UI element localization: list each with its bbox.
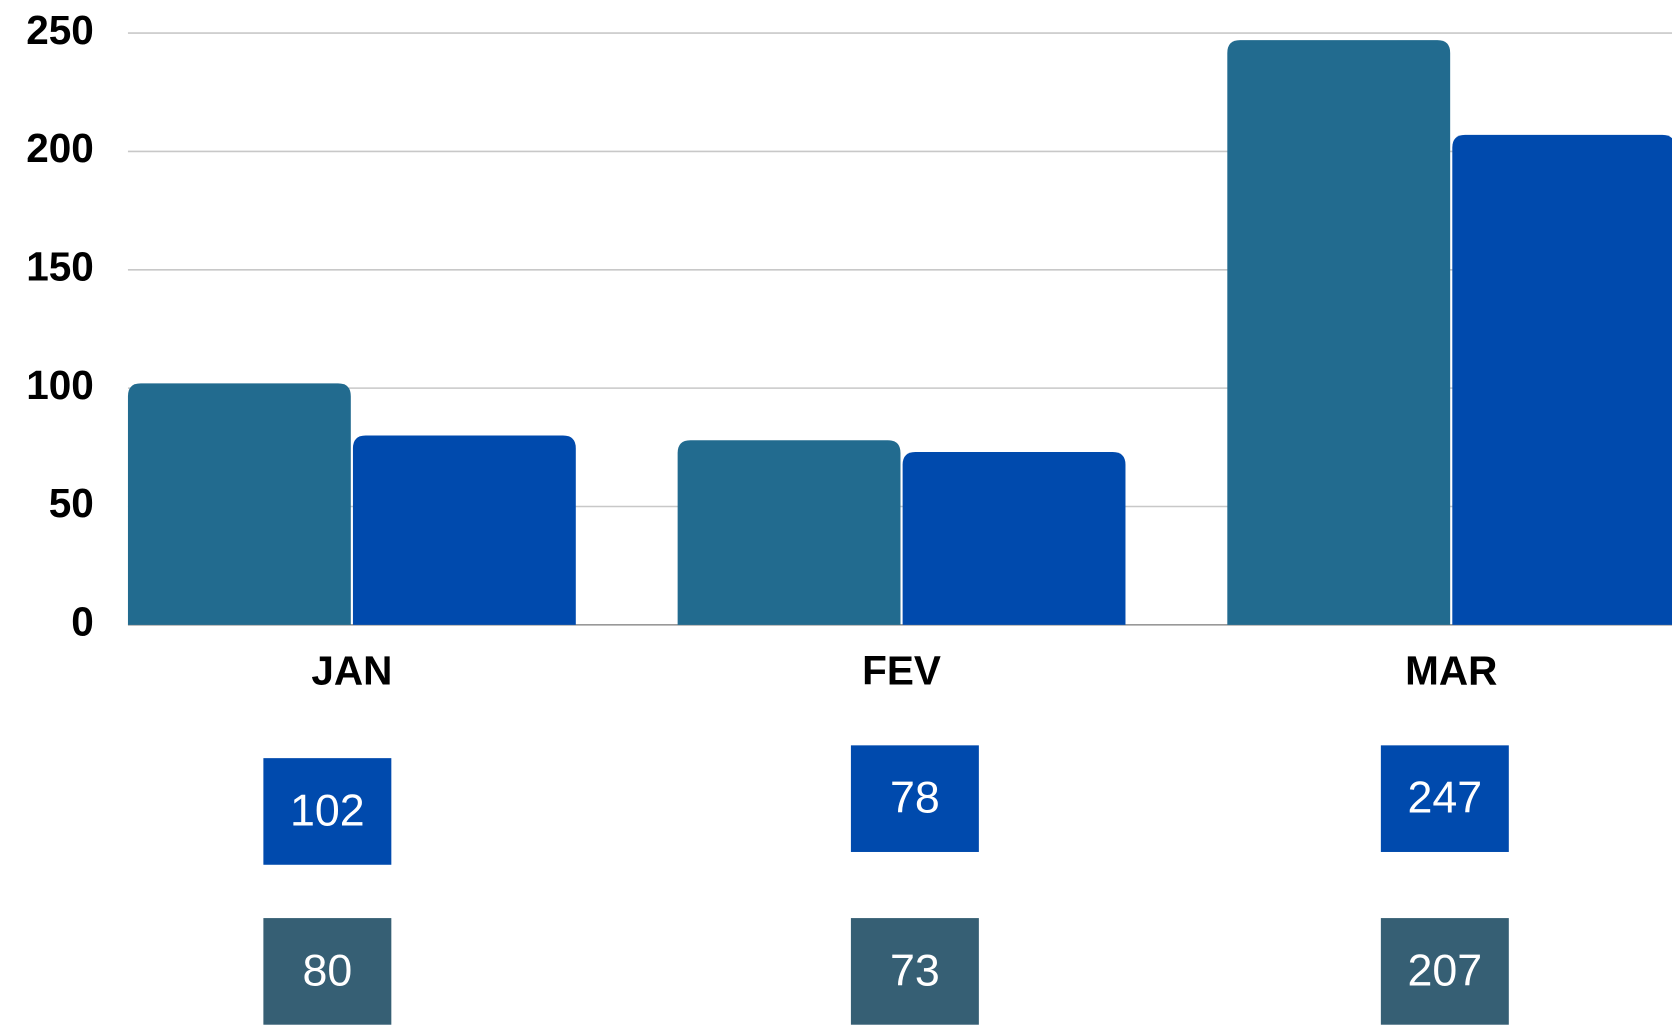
data-label: 73 <box>890 945 940 995</box>
value-box <box>263 918 392 1025</box>
data-label: 80 <box>302 945 352 995</box>
data-label: 207 <box>1407 945 1482 995</box>
plot: 0 50 100 150 200 250 JAN 102 80 FEV 78 73 MAR 247 207 <box>26 7 1672 1025</box>
y-tick-label: 50 <box>49 480 94 526</box>
data-label: 78 <box>890 773 940 823</box>
value-box <box>263 758 392 865</box>
bar <box>127 383 351 625</box>
y-tick-label: 250 <box>26 7 94 53</box>
value-box <box>850 745 979 852</box>
bar <box>902 452 1126 625</box>
x-tick-label: FEV <box>862 648 941 694</box>
y-tick-label: 200 <box>26 125 94 171</box>
x-tick-label: MAR <box>1405 648 1497 694</box>
bar <box>1452 134 1672 625</box>
data-label: 247 <box>1407 773 1482 823</box>
data-label: 102 <box>290 785 365 835</box>
value-box <box>1380 745 1509 852</box>
y-tick-label: 0 <box>71 599 94 645</box>
value-box <box>850 918 979 1025</box>
bar <box>1227 40 1451 625</box>
bar <box>677 440 901 625</box>
y-tick-label: 100 <box>26 362 94 408</box>
bar <box>352 435 576 625</box>
x-tick-label: JAN <box>311 648 392 694</box>
value-box <box>1380 918 1509 1025</box>
y-tick-label: 150 <box>26 243 94 289</box>
